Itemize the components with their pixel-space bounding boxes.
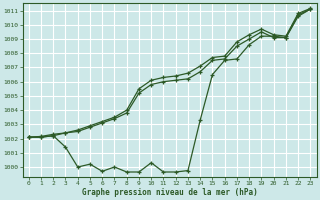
X-axis label: Graphe pression niveau de la mer (hPa): Graphe pression niveau de la mer (hPa) — [82, 188, 258, 197]
